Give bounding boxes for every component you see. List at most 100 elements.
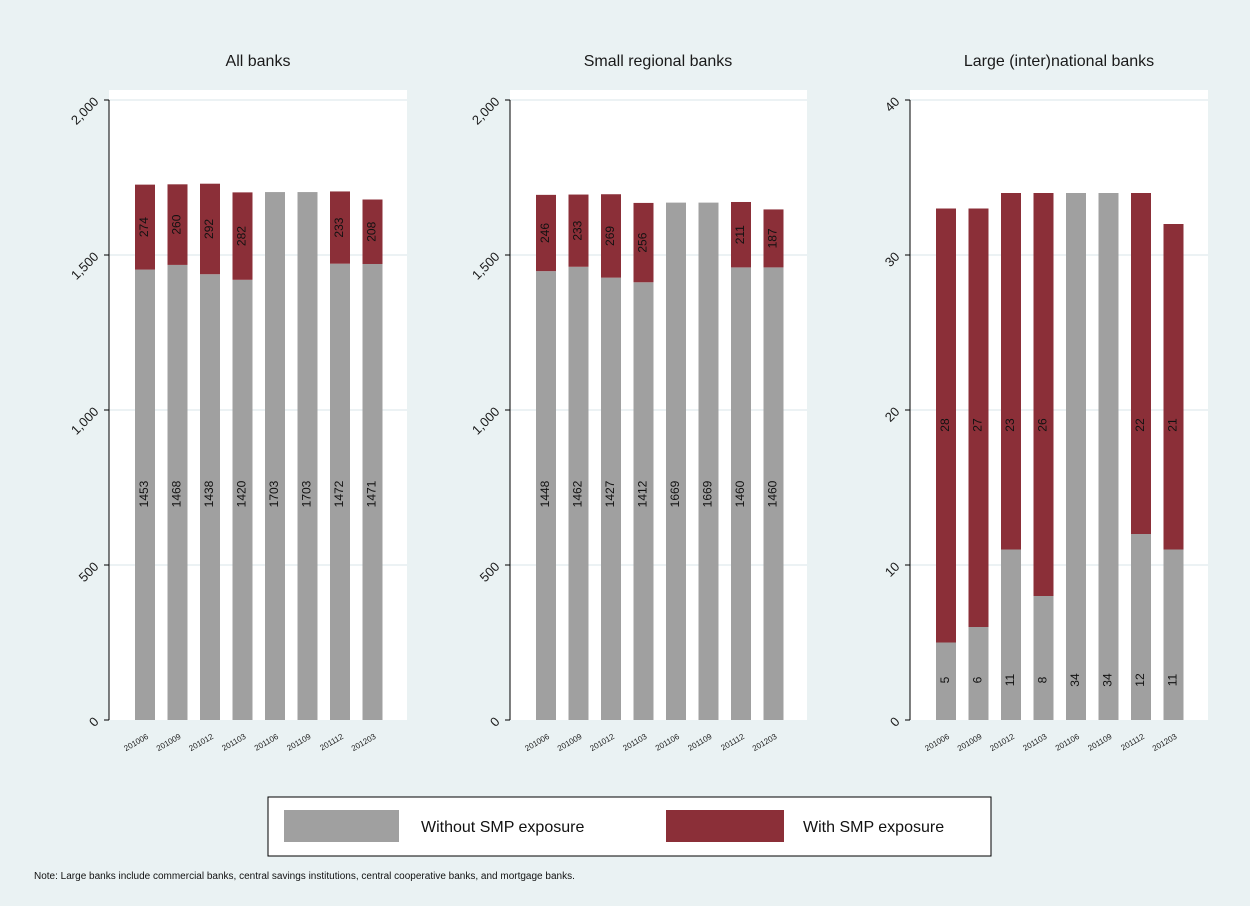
data-label-without-smp: 1427 — [603, 480, 617, 507]
bar-with-smp — [731, 201, 751, 268]
legend-swatch-with-smp — [666, 810, 784, 842]
bar-without-smp — [1033, 596, 1054, 720]
bar-without-smp — [1066, 193, 1086, 720]
bar-with-smp — [763, 209, 784, 268]
data-label-with-smp: 22 — [1133, 418, 1147, 432]
bar-without-smp — [568, 266, 589, 720]
bar-without-smp — [936, 642, 956, 720]
plot-area — [910, 90, 1208, 720]
bar-with-smp — [1131, 193, 1151, 534]
data-label-without-smp: 1703 — [267, 480, 281, 507]
data-label-without-smp: 34 — [1101, 673, 1115, 687]
data-label-without-smp: 1420 — [235, 480, 249, 507]
data-label-without-smp: 1412 — [636, 480, 650, 507]
data-label-without-smp: 11 — [1166, 673, 1180, 686]
data-label-without-smp: 1472 — [332, 480, 346, 507]
data-label-with-smp: 246 — [538, 223, 552, 243]
data-label-with-smp: 233 — [571, 220, 585, 240]
data-label-without-smp: 8 — [1036, 676, 1050, 683]
data-label-with-smp: 21 — [1166, 418, 1180, 432]
bar-without-smp — [1098, 193, 1119, 720]
data-label-with-smp: 187 — [766, 228, 780, 248]
data-label-without-smp: 12 — [1133, 673, 1147, 687]
data-label-with-smp: 208 — [365, 221, 379, 241]
data-label-with-smp: 27 — [971, 418, 985, 432]
data-label-with-smp: 260 — [170, 214, 184, 234]
bar-with-smp — [1163, 224, 1184, 550]
bar-without-smp — [297, 192, 318, 720]
plot-area — [510, 90, 807, 720]
bar-without-smp — [698, 202, 719, 721]
data-label-with-smp: 26 — [1036, 418, 1050, 432]
bar-without-smp — [731, 267, 751, 720]
bar-without-smp — [666, 202, 686, 721]
data-label-without-smp: 6 — [971, 676, 985, 683]
bar-without-smp — [362, 263, 383, 720]
panel-title: Large (inter)national banks — [964, 53, 1154, 70]
bar-with-smp — [232, 192, 253, 280]
bar-with-smp — [936, 208, 956, 643]
bar-without-smp — [601, 277, 621, 720]
bar-without-smp — [167, 264, 188, 720]
data-label-without-smp: 1471 — [365, 480, 379, 507]
data-label-without-smp: 5 — [938, 676, 952, 683]
bar-with-smp — [1001, 193, 1021, 550]
bar-with-smp — [200, 183, 220, 275]
plot-area — [109, 90, 407, 720]
data-label-with-smp: 282 — [235, 226, 249, 246]
bar-without-smp — [536, 271, 556, 720]
bar-without-smp — [330, 263, 350, 720]
data-label-with-smp: 233 — [332, 217, 346, 237]
data-label-without-smp: 34 — [1068, 673, 1082, 687]
bar-without-smp — [265, 192, 285, 720]
data-label-with-smp: 274 — [137, 217, 151, 237]
data-label-without-smp: 1453 — [137, 480, 151, 507]
bar-without-smp — [968, 627, 989, 720]
bar-with-smp — [167, 184, 188, 265]
data-label-with-smp: 292 — [202, 219, 216, 239]
data-label-without-smp: 1703 — [300, 480, 314, 507]
data-label-without-smp: 1468 — [170, 480, 184, 507]
data-label-without-smp: 1448 — [538, 480, 552, 507]
bar-without-smp — [633, 282, 654, 720]
data-label-without-smp: 1462 — [571, 480, 585, 507]
legend: Without SMP exposure With SMP exposure — [267, 796, 992, 857]
panel-title: All banks — [226, 53, 291, 70]
bar-with-smp — [968, 208, 989, 627]
data-label-without-smp: 1669 — [668, 480, 682, 507]
data-label-with-smp: 211 — [733, 225, 747, 244]
data-label-without-smp: 1669 — [701, 480, 715, 507]
legend-label-without-smp: Without SMP exposure — [421, 819, 584, 836]
panel-title: Small regional banks — [584, 53, 733, 70]
bar-without-smp — [1163, 549, 1184, 720]
bar-with-smp — [362, 199, 383, 264]
data-label-without-smp: 1460 — [733, 480, 747, 507]
data-label-without-smp: 1460 — [766, 480, 780, 507]
bar-with-smp — [536, 194, 556, 272]
bar-without-smp — [200, 274, 220, 720]
data-label-with-smp: 269 — [603, 226, 617, 246]
legend-label-with-smp: With SMP exposure — [803, 819, 944, 836]
bar-without-smp — [232, 279, 253, 720]
bar-with-smp — [135, 184, 155, 270]
data-label-with-smp: 256 — [636, 232, 650, 252]
bar-without-smp — [1131, 534, 1151, 720]
data-label-with-smp: 28 — [938, 418, 952, 432]
bar-with-smp — [633, 202, 654, 283]
data-label-without-smp: 1438 — [202, 480, 216, 507]
bar-without-smp — [763, 267, 784, 720]
data-label-without-smp: 11 — [1003, 673, 1017, 686]
bar-with-smp — [601, 194, 621, 278]
legend-swatch-without-smp — [284, 810, 399, 842]
bar-without-smp — [1001, 549, 1021, 720]
data-label-with-smp: 23 — [1003, 418, 1017, 432]
bar-with-smp — [330, 191, 350, 264]
bar-with-smp — [1033, 193, 1054, 596]
bar-with-smp — [568, 194, 589, 267]
figure-note: Note: Large banks include commercial ban… — [34, 871, 575, 882]
bar-without-smp — [135, 269, 155, 720]
